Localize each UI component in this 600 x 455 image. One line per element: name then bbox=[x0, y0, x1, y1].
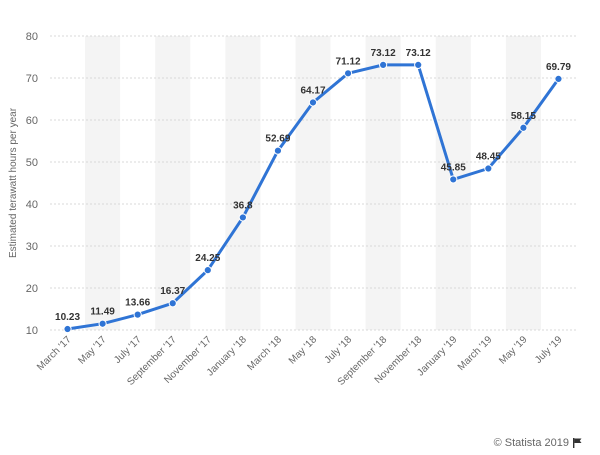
y-tick-label: 60 bbox=[26, 115, 38, 127]
data-label: 64.17 bbox=[300, 85, 325, 96]
data-point[interactable] bbox=[273, 146, 283, 155]
data-label: 52.69 bbox=[265, 134, 290, 145]
data-point[interactable] bbox=[343, 69, 353, 78]
data-label: 48.45 bbox=[476, 152, 501, 163]
x-tick-label: July '19 bbox=[533, 334, 565, 366]
background-band bbox=[295, 36, 331, 330]
data-label: 73.12 bbox=[406, 48, 431, 59]
data-label: 11.49 bbox=[90, 307, 115, 318]
data-point[interactable] bbox=[554, 74, 563, 83]
data-point[interactable] bbox=[63, 324, 72, 334]
data-points bbox=[63, 60, 563, 334]
data-point[interactable] bbox=[168, 299, 177, 308]
data-point[interactable] bbox=[449, 175, 458, 184]
data-label: 24.25 bbox=[195, 253, 220, 264]
data-point[interactable] bbox=[98, 319, 107, 328]
x-tick-label: July '17 bbox=[112, 334, 144, 366]
data-point[interactable] bbox=[414, 60, 423, 69]
data-label: 36.8 bbox=[233, 200, 253, 211]
y-tick-label: 30 bbox=[26, 241, 38, 253]
y-tick-label: 50 bbox=[26, 157, 38, 169]
x-tick-label: July '18 bbox=[323, 334, 355, 366]
y-tick-label: 80 bbox=[26, 31, 38, 43]
data-labels: 10.23 11.49 13.66 16.37 24.25 36.8 52.69 64.17 7… bbox=[55, 48, 571, 323]
data-point[interactable] bbox=[484, 164, 493, 173]
data-label: 73.12 bbox=[371, 48, 396, 59]
background-band bbox=[155, 36, 191, 330]
data-label: 10.23 bbox=[55, 312, 80, 323]
footer: © Statista 2019 bbox=[494, 437, 582, 449]
background-band bbox=[365, 36, 401, 330]
data-label: 69.79 bbox=[546, 62, 571, 73]
y-axis-ticks: 10 20 30 40 50 60 70 80 bbox=[26, 31, 38, 337]
background-bands bbox=[85, 36, 541, 330]
x-tick-label: May '19 bbox=[497, 334, 530, 367]
data-point[interactable] bbox=[203, 266, 212, 275]
data-label: 13.66 bbox=[125, 298, 150, 309]
data-label: 58.15 bbox=[511, 111, 536, 122]
data-point[interactable] bbox=[519, 123, 528, 132]
data-label: 45.85 bbox=[441, 162, 466, 173]
background-band bbox=[225, 36, 261, 330]
data-point[interactable] bbox=[379, 60, 388, 69]
y-tick-label: 10 bbox=[26, 325, 38, 337]
background-band bbox=[85, 36, 121, 330]
data-point[interactable] bbox=[308, 98, 318, 107]
copyright-text: © Statista 2019 bbox=[493, 437, 569, 449]
y-tick-label: 70 bbox=[26, 73, 38, 85]
y-tick-label: 40 bbox=[26, 199, 38, 211]
data-point[interactable] bbox=[238, 213, 247, 222]
y-tick-label: 20 bbox=[26, 283, 38, 295]
data-label: 16.37 bbox=[160, 286, 185, 297]
x-tick-label: March '19 bbox=[456, 334, 495, 373]
x-tick-label: March '17 bbox=[35, 334, 74, 373]
flag-icon[interactable] bbox=[573, 438, 582, 448]
y-axis-label: Estimated terawatt hours per year bbox=[8, 107, 19, 258]
x-tick-label: May '17 bbox=[76, 334, 109, 367]
background-band bbox=[505, 36, 541, 330]
data-point[interactable] bbox=[133, 310, 142, 319]
x-tick-label: March '18 bbox=[245, 334, 284, 373]
x-tick-label: May '18 bbox=[287, 334, 320, 367]
data-label: 71.12 bbox=[336, 56, 361, 67]
